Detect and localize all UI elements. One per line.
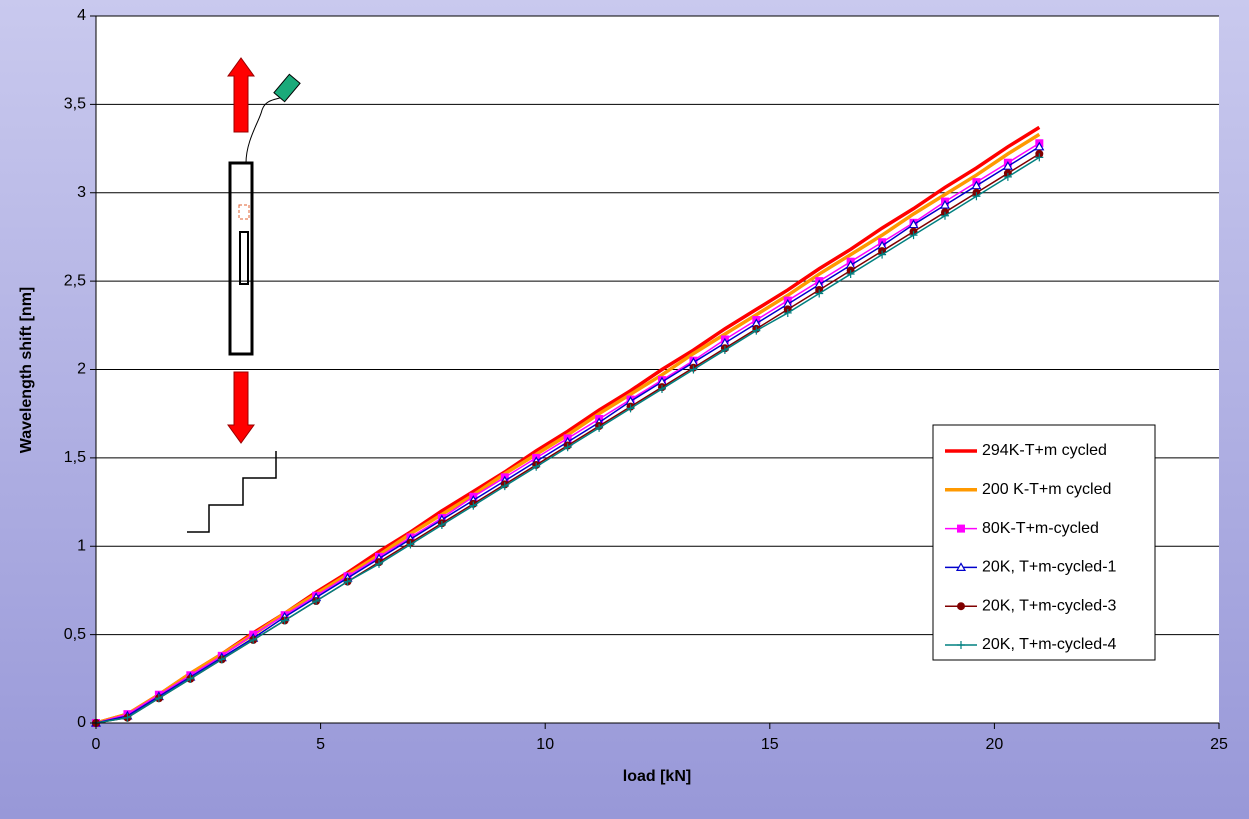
y-tick-label: 4 bbox=[77, 7, 86, 24]
legend-label: 20K, T+m-cycled-4 bbox=[982, 636, 1117, 653]
y-tick-label: 3 bbox=[77, 184, 86, 201]
y-axis-title: Wavelength shift [nm] bbox=[18, 287, 35, 454]
chart: load [kN] Wavelength shift [nm] 0 0,5 1 1,5… bbox=[0, 0, 1249, 819]
legend-label: 200 K-T+m cycled bbox=[982, 481, 1111, 498]
y-tick-label: 3,5 bbox=[64, 96, 86, 113]
x-tick-label: 5 bbox=[316, 736, 325, 753]
x-tick-label: 0 bbox=[92, 736, 101, 753]
legend-label: 20K, T+m-cycled-1 bbox=[982, 559, 1117, 576]
y-tick-label: 1 bbox=[77, 537, 86, 554]
legend bbox=[933, 425, 1155, 660]
y-tick-label: 1,5 bbox=[64, 449, 86, 466]
marker bbox=[957, 602, 965, 610]
y-tick-label: 0,5 bbox=[64, 626, 86, 643]
x-axis-title: load [kN] bbox=[623, 768, 691, 785]
x-tick-label: 10 bbox=[536, 736, 554, 753]
x-tick-label: 20 bbox=[986, 736, 1004, 753]
y-tick-label: 2,5 bbox=[64, 272, 86, 289]
y-tick-label: 0 bbox=[77, 714, 86, 731]
marker bbox=[957, 525, 965, 533]
y-tick-label: 2 bbox=[77, 361, 86, 378]
x-tick-label: 25 bbox=[1210, 736, 1228, 753]
legend-label: 80K-T+m-cycled bbox=[982, 520, 1099, 537]
legend-label: 20K, T+m-cycled-3 bbox=[982, 597, 1117, 614]
x-tick-label: 15 bbox=[761, 736, 779, 753]
legend-label: 294K-T+m cycled bbox=[982, 442, 1107, 459]
